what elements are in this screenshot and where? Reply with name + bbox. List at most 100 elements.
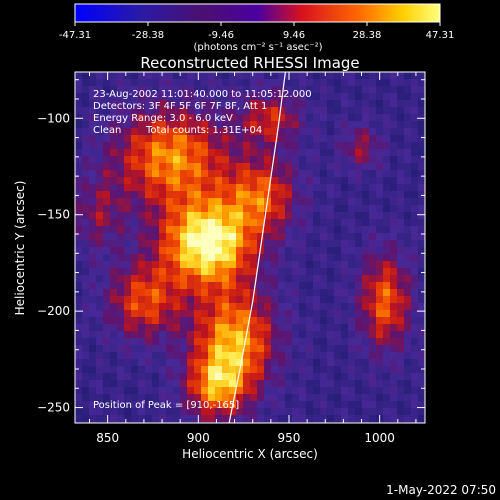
heatmap-cell bbox=[103, 289, 110, 296]
heatmap-cell bbox=[243, 191, 250, 198]
heatmap-cell bbox=[124, 72, 131, 79]
heatmap-cell bbox=[222, 142, 229, 149]
heatmap-cell bbox=[173, 296, 180, 303]
heatmap-cell bbox=[75, 275, 82, 282]
heatmap-cell bbox=[348, 394, 355, 401]
heatmap-cell bbox=[411, 156, 418, 163]
heatmap-cell bbox=[82, 72, 89, 79]
heatmap-cell bbox=[201, 156, 208, 163]
heatmap-cell bbox=[264, 331, 271, 338]
heatmap-cell bbox=[173, 135, 180, 142]
heatmap-cell bbox=[264, 93, 271, 100]
heatmap-cell bbox=[145, 352, 152, 359]
heatmap-cell bbox=[362, 226, 369, 233]
heatmap-cell bbox=[117, 401, 124, 408]
heatmap-cell bbox=[180, 93, 187, 100]
heatmap-cell bbox=[159, 303, 166, 310]
heatmap-cell bbox=[271, 408, 278, 415]
heatmap-cell bbox=[215, 345, 222, 352]
heatmap-cell bbox=[285, 226, 292, 233]
heatmap-cell bbox=[152, 282, 159, 289]
heatmap-cell bbox=[103, 163, 110, 170]
heatmap-cell bbox=[355, 191, 362, 198]
heatmap-cell bbox=[397, 226, 404, 233]
heatmap-cell bbox=[138, 233, 145, 240]
heatmap-cell bbox=[369, 226, 376, 233]
heatmap-cell bbox=[89, 310, 96, 317]
heatmap-cell bbox=[376, 247, 383, 254]
heatmap-cell bbox=[334, 268, 341, 275]
heatmap-cell bbox=[110, 387, 117, 394]
heatmap-cell bbox=[117, 359, 124, 366]
heatmap-cell bbox=[418, 345, 425, 352]
heatmap-cell bbox=[243, 401, 250, 408]
heatmap-cell bbox=[369, 415, 376, 422]
heatmap-cell bbox=[103, 324, 110, 331]
heatmap-cell bbox=[82, 128, 89, 135]
heatmap-cell bbox=[138, 177, 145, 184]
y-tick-label: −150 bbox=[37, 208, 70, 222]
heatmap-cell bbox=[110, 198, 117, 205]
heatmap-cell bbox=[208, 296, 215, 303]
heatmap-cell bbox=[138, 254, 145, 261]
heatmap-cell bbox=[110, 317, 117, 324]
heatmap-cell bbox=[208, 100, 215, 107]
heatmap-cell bbox=[89, 163, 96, 170]
heatmap-cell bbox=[166, 205, 173, 212]
heatmap-cell bbox=[313, 338, 320, 345]
heatmap-cell bbox=[166, 296, 173, 303]
heatmap-cell bbox=[124, 380, 131, 387]
heatmap-cell bbox=[411, 114, 418, 121]
heatmap-cell bbox=[187, 177, 194, 184]
heatmap-cell bbox=[208, 184, 215, 191]
heatmap-cell bbox=[96, 72, 103, 79]
heatmap-cell bbox=[327, 226, 334, 233]
heatmap-cell bbox=[299, 93, 306, 100]
heatmap-cell bbox=[390, 86, 397, 93]
heatmap-cell bbox=[82, 338, 89, 345]
heatmap-cell bbox=[341, 324, 348, 331]
solar-limb-curve bbox=[228, 72, 286, 423]
heatmap-cell bbox=[362, 310, 369, 317]
heatmap-cell bbox=[285, 149, 292, 156]
heatmap-cell bbox=[110, 261, 117, 268]
heatmap-cell bbox=[173, 275, 180, 282]
heatmap-cell bbox=[110, 107, 117, 114]
heatmap-cell bbox=[278, 289, 285, 296]
heatmap-cell bbox=[194, 86, 201, 93]
heatmap-cell bbox=[222, 93, 229, 100]
heatmap-cell bbox=[341, 352, 348, 359]
heatmap-cell bbox=[201, 205, 208, 212]
heatmap-cell bbox=[82, 380, 89, 387]
heatmap-cell bbox=[306, 415, 313, 422]
heatmap-cell bbox=[131, 359, 138, 366]
heatmap-cell bbox=[271, 107, 278, 114]
heatmap-cell bbox=[138, 268, 145, 275]
heatmap-cell bbox=[187, 296, 194, 303]
heatmap-cell bbox=[348, 233, 355, 240]
heatmap-cell bbox=[201, 401, 208, 408]
heatmap-cell bbox=[397, 121, 404, 128]
heatmap-cell bbox=[264, 177, 271, 184]
heatmap-cell bbox=[180, 408, 187, 415]
heatmap-cell bbox=[257, 184, 264, 191]
heatmap-cell bbox=[145, 72, 152, 79]
heatmap-cell bbox=[194, 142, 201, 149]
heatmap-cell bbox=[411, 282, 418, 289]
heatmap-cell bbox=[159, 408, 166, 415]
heatmap-cell bbox=[236, 177, 243, 184]
heatmap-cell bbox=[376, 303, 383, 310]
heatmap-cell bbox=[271, 331, 278, 338]
heatmap-cell bbox=[194, 345, 201, 352]
heatmap-cell bbox=[376, 380, 383, 387]
heatmap-cell bbox=[145, 170, 152, 177]
heatmap-cell bbox=[306, 205, 313, 212]
heatmap-cell bbox=[292, 296, 299, 303]
heatmap-cell bbox=[138, 79, 145, 86]
heatmap-cell bbox=[236, 352, 243, 359]
heatmap-cell bbox=[180, 177, 187, 184]
heatmap-cell bbox=[285, 310, 292, 317]
heatmap-cell bbox=[152, 331, 159, 338]
heatmap-cell bbox=[348, 261, 355, 268]
heatmap-cell bbox=[215, 149, 222, 156]
